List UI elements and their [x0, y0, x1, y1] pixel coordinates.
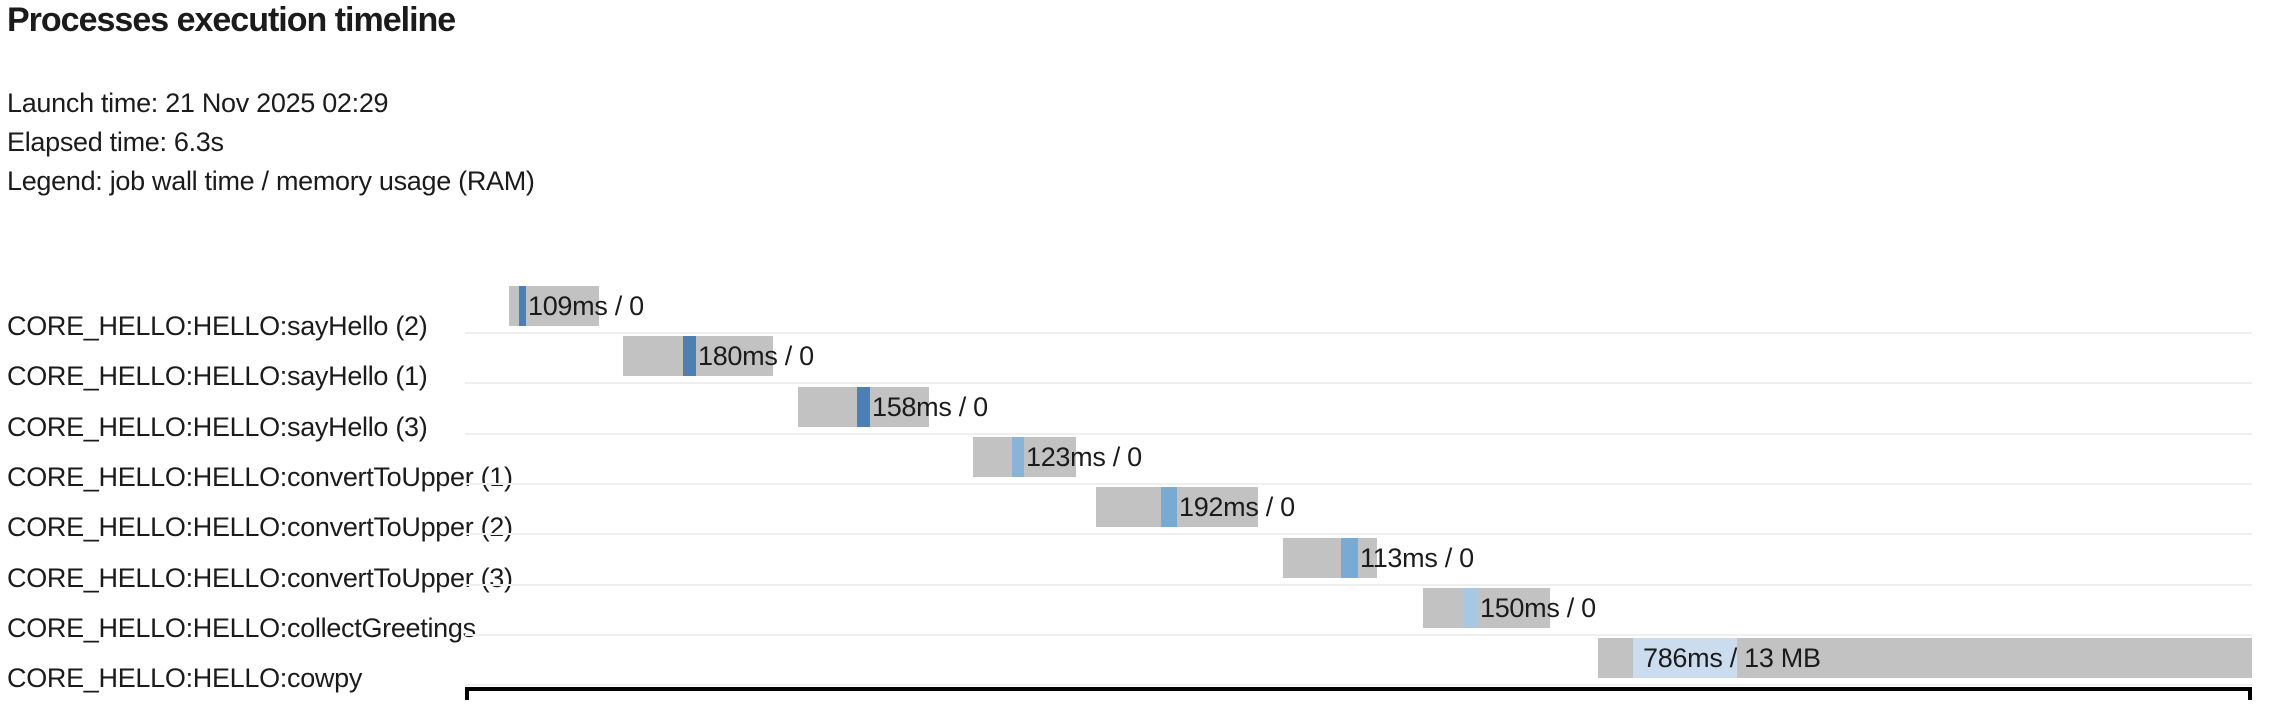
- process-label: CORE_HELLO:HELLO:convertToUpper (1): [7, 462, 513, 492]
- timeline-row: CORE_HELLO:HELLO:sayHello (1) 180ms / 0: [0, 333, 2284, 391]
- task-bar[interactable]: [798, 387, 929, 427]
- task-value-label: 180ms / 0: [698, 341, 814, 371]
- x-axis-domain: [465, 687, 2252, 700]
- row-separator: [465, 332, 2252, 334]
- row-separator: [465, 634, 2252, 636]
- row-separator: [465, 684, 2252, 686]
- task-run-segment: [1341, 538, 1358, 578]
- legend-line: Legend: job wall time / memory usage (RA…: [7, 166, 535, 196]
- task-bar[interactable]: [1096, 487, 1258, 527]
- task-value-label: 109ms / 0: [528, 291, 644, 321]
- report-info: Launch time: 21 Nov 2025 02:29 Elapsed t…: [7, 84, 535, 201]
- row-separator: [465, 382, 2252, 384]
- task-bar[interactable]: [1423, 588, 1550, 628]
- task-value-label: 158ms / 0: [872, 392, 988, 422]
- timeline-row: CORE_HELLO:HELLO:sayHello (3) 158ms / 0: [0, 384, 2284, 442]
- row-separator: [465, 584, 2252, 586]
- process-label: CORE_HELLO:HELLO:sayHello (2): [7, 311, 428, 341]
- task-value-label: 786ms / 13 MB: [1643, 643, 1821, 673]
- task-bar[interactable]: [1283, 538, 1377, 578]
- row-separator: [465, 433, 2252, 435]
- process-label: CORE_HELLO:HELLO:collectGreetings: [7, 613, 476, 643]
- task-bar[interactable]: [973, 437, 1076, 477]
- timeline-row: CORE_HELLO:HELLO:collectGreetings 150ms /…: [0, 585, 2284, 643]
- task-run-segment: [1463, 588, 1478, 628]
- page-title: Processes execution timeline: [7, 1, 456, 39]
- timeline-row: CORE_HELLO:HELLO:convertToUpper (1) 123ms…: [0, 434, 2284, 492]
- launch-time-line: Launch time: 21 Nov 2025 02:29: [7, 88, 389, 118]
- task-run-segment: [1161, 487, 1177, 527]
- task-value-label: 113ms / 0: [1360, 543, 1474, 573]
- task-run-segment: [683, 336, 696, 376]
- task-bar[interactable]: [623, 336, 773, 376]
- process-label: CORE_HELLO:HELLO:convertToUpper (2): [7, 512, 513, 542]
- process-label: CORE_HELLO:HELLO:sayHello (3): [7, 412, 428, 442]
- task-bar[interactable]: [1598, 638, 2252, 678]
- task-value-label: 192ms / 0: [1179, 492, 1295, 522]
- task-run-segment: [1012, 437, 1024, 477]
- process-label: CORE_HELLO:HELLO:sayHello (1): [7, 361, 428, 391]
- timeline-row: CORE_HELLO:HELLO:cowpy 786ms / 13 MB: [0, 635, 2284, 693]
- task-value-label: 123ms / 0: [1026, 442, 1142, 472]
- row-separator: [465, 483, 2252, 485]
- process-label: CORE_HELLO:HELLO:convertToUpper (3): [7, 563, 513, 593]
- timeline-row: CORE_HELLO:HELLO:convertToUpper (2) 192ms…: [0, 484, 2284, 542]
- task-run-segment: [519, 286, 526, 326]
- timeline-row: CORE_HELLO:HELLO:convertToUpper (3) 113ms…: [0, 535, 2284, 593]
- elapsed-time-line: Elapsed time: 6.3s: [7, 127, 224, 157]
- task-run-segment: [1633, 638, 1737, 678]
- task-run-segment: [857, 387, 870, 427]
- process-label: CORE_HELLO:HELLO:cowpy: [7, 663, 363, 693]
- row-separator: [465, 533, 2252, 535]
- task-value-label: 150ms / 0: [1480, 593, 1596, 623]
- timeline-row: CORE_HELLO:HELLO:sayHello (2) 109ms / 0: [0, 283, 2284, 341]
- task-bar[interactable]: [509, 286, 599, 326]
